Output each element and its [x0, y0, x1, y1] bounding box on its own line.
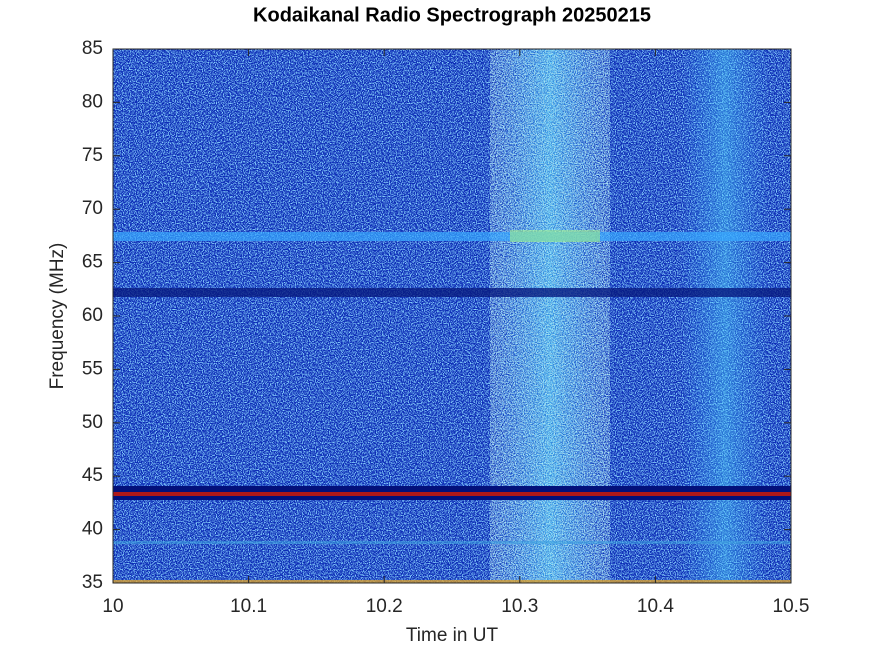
y-tick-label: 75 [82, 145, 103, 166]
x-tick-label: 10.4 [637, 596, 674, 617]
y-tick-label: 70 [82, 198, 103, 219]
y-axis-label: Frequency (MHz) [47, 243, 68, 390]
y-tick-label: 50 [82, 412, 103, 433]
x-tick-label: 10.3 [501, 596, 538, 617]
y-tick-label: 85 [82, 38, 103, 59]
x-tick-label: 10.1 [230, 596, 267, 617]
y-tick-label: 40 [82, 519, 103, 540]
y-tick-label: 60 [82, 305, 103, 326]
y-tick-label: 80 [82, 91, 103, 112]
spectrogram-image [113, 49, 791, 583]
x-tick-label: 10.5 [773, 596, 810, 617]
x-axis-label: Time in UT [406, 625, 499, 646]
x-tick-label: 10.2 [366, 596, 403, 617]
y-tick-label: 65 [82, 252, 103, 273]
chart-title: Kodaikanal Radio Spectrograph 20250215 [253, 4, 651, 26]
x-tick-label: 10 [102, 596, 123, 617]
y-tick-label: 55 [82, 358, 103, 379]
y-tick-label: 35 [82, 572, 103, 593]
y-tick-label: 45 [82, 465, 103, 486]
